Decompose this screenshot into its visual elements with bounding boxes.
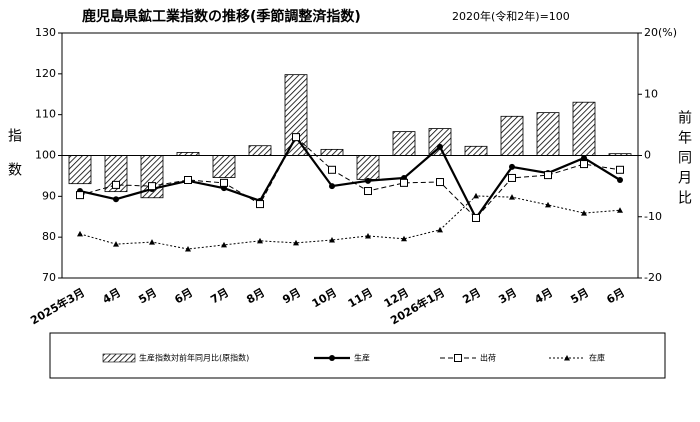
- point: [112, 180, 120, 189]
- point: [257, 237, 263, 244]
- point: [616, 165, 624, 174]
- point: [149, 239, 155, 245]
- legend-marker: [454, 354, 462, 362]
- point: [364, 187, 372, 196]
- bar: [284, 74, 308, 156]
- point: [544, 171, 552, 180]
- bar: [68, 155, 92, 185]
- point: [545, 201, 551, 208]
- point: [113, 196, 119, 203]
- bar: [536, 112, 560, 156]
- point: [509, 194, 515, 200]
- x-tick-label: 5月: [568, 286, 591, 307]
- legend-label: 生産指数対前年同月比(原指数): [139, 353, 249, 363]
- legend-label: 生産: [354, 353, 370, 363]
- point: [185, 246, 191, 252]
- plot-frame: [61, 32, 639, 279]
- point: [221, 241, 227, 248]
- y-tick-label: 70: [42, 271, 56, 284]
- point: [293, 239, 299, 246]
- bar: [572, 101, 596, 156]
- legend-marker: [564, 355, 570, 361]
- point: [76, 191, 84, 200]
- point: [436, 178, 444, 187]
- y2-tick-label: 10: [644, 87, 658, 100]
- bar: [500, 115, 524, 156]
- point: [184, 176, 192, 184]
- legend-marker: [329, 355, 335, 361]
- point: [581, 210, 587, 216]
- point: [292, 133, 300, 142]
- y-tick-label: 100: [35, 149, 56, 162]
- x-tick-label: 11月: [346, 286, 375, 310]
- x-tick-label: 6月: [172, 286, 195, 307]
- legend-label: 在庫: [589, 353, 605, 363]
- y2-tick-label: -20: [644, 271, 662, 284]
- point: [472, 213, 480, 222]
- bar: [392, 131, 416, 156]
- line: [79, 195, 621, 250]
- legend-box: [49, 332, 666, 379]
- line: [79, 135, 621, 221]
- y-tick-label: 120: [35, 67, 56, 80]
- point: [77, 230, 83, 237]
- point: [401, 235, 407, 242]
- x-tick-label: 6月: [604, 286, 627, 307]
- x-tick-label: 2月: [460, 286, 483, 307]
- point: [509, 163, 515, 170]
- point: [113, 241, 119, 247]
- y2-tick-label: -10: [644, 210, 662, 223]
- x-tick-label: 9月: [280, 286, 303, 307]
- point: [581, 154, 587, 161]
- point: [329, 237, 335, 243]
- chart-title: 鹿児島県鉱工業指数の推移(季節調整済指数): [81, 8, 361, 25]
- x-tick-label: 2025年3月: [28, 285, 87, 327]
- point: [508, 173, 516, 182]
- y2-tick-label: 0: [644, 149, 651, 162]
- line: [79, 136, 621, 219]
- point: [437, 226, 443, 233]
- x-tick-label: 3月: [496, 286, 519, 307]
- bar: [212, 155, 236, 178]
- x-tick-label: 10月: [310, 286, 339, 310]
- point: [473, 192, 479, 199]
- point: [617, 177, 623, 183]
- y-axis-label: 指数: [6, 128, 22, 196]
- point: [617, 207, 623, 213]
- bar: [464, 145, 488, 156]
- y-tick-label: 80: [42, 230, 56, 243]
- y2-tick-label: 20(%): [644, 26, 677, 39]
- bar: [248, 145, 272, 156]
- legend-swatch: [102, 353, 136, 363]
- bar: [320, 148, 344, 156]
- legend-label: 出荷: [480, 353, 496, 363]
- point: [400, 178, 408, 187]
- point: [329, 183, 335, 190]
- bar: [428, 128, 452, 156]
- y-tick-label: 130: [35, 26, 56, 39]
- y2-axis-label: 前年同月比: [676, 109, 692, 210]
- point: [365, 177, 371, 184]
- x-tick-label: 7月: [208, 286, 231, 307]
- x-tick-label: 4月: [100, 286, 123, 307]
- point: [148, 182, 156, 191]
- point: [220, 178, 228, 187]
- point: [437, 143, 443, 150]
- point: [580, 160, 588, 169]
- x-tick-label: 8月: [244, 286, 267, 307]
- chart-subtitle: 2020年(令和2年)=100: [452, 9, 570, 23]
- bar: [356, 155, 380, 180]
- y-tick-label: 110: [35, 108, 56, 121]
- point: [365, 232, 371, 239]
- x-tick-label: 5月: [136, 286, 159, 307]
- point: [256, 200, 264, 209]
- x-tick-label: 4月: [532, 286, 555, 307]
- point: [328, 165, 336, 174]
- y-tick-label: 90: [42, 189, 56, 202]
